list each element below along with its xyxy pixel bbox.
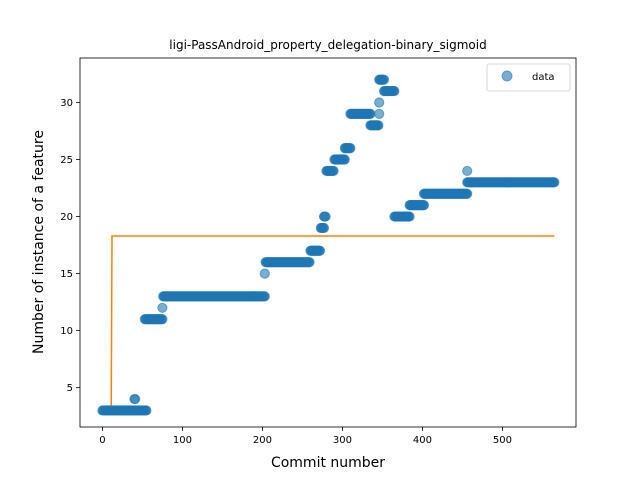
data-point [328,165,339,177]
x-tick-label: 500 [493,435,512,446]
data-point [549,177,560,188]
x-tick-label: 0 [99,435,105,446]
y-tick-label: 10 [60,326,73,337]
data-point [304,257,315,268]
data-point [374,108,385,119]
chart-title: ligi-PassAndroid_property_delegation-bin… [169,38,486,52]
data-point [373,120,384,131]
data-point [314,245,326,256]
y-tick-label: 20 [60,212,73,223]
data-point [462,188,473,199]
y-tick-label: 25 [60,155,73,166]
y-tick-label: 15 [60,269,73,280]
data-point [157,314,168,325]
data-point [259,291,270,302]
data-point [339,154,350,165]
data-point [259,268,270,279]
legend-label-data: data [532,72,555,83]
data-point [389,85,400,97]
scatter-layer [97,74,560,416]
x-axis-label: Commit number [271,455,385,471]
x-tick-label: 100 [173,435,192,446]
data-point [365,108,376,119]
data-point [320,211,331,222]
data-point [374,97,385,108]
plot-area [97,74,560,416]
data-point [141,405,152,416]
data-point [318,222,330,234]
legend-marker-data [501,70,513,82]
data-point [157,302,168,313]
data-point [345,143,356,154]
data-point [462,165,473,177]
legend: data [486,63,571,92]
y-tick-label: 30 [60,98,73,109]
data-point [378,74,390,85]
x-axis-ticks: 0 100 200 300 400 500 [99,427,512,446]
data-point [130,393,141,405]
x-tick-label: 400 [413,435,432,446]
y-axis-label: Number of instance of a feature [31,130,47,354]
x-tick-label: 200 [253,435,272,446]
axes-frame [79,57,577,428]
data-point [418,200,430,211]
x-tick-label: 300 [333,435,352,446]
legend-box [486,63,571,92]
data-point [404,211,415,222]
y-tick-label: 5 [67,383,73,394]
y-axis-ticks: 5 10 15 20 25 30 [60,98,80,394]
